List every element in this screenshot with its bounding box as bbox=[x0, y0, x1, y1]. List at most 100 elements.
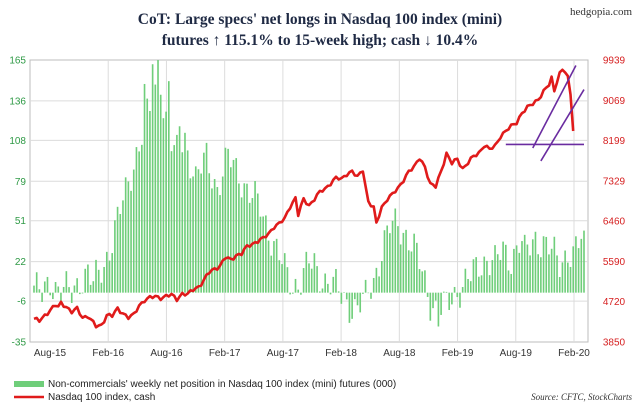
trend-lines bbox=[505, 65, 585, 162]
header: hedgopia.com CoT: Large specs' net longs… bbox=[138, 6, 633, 49]
left-tick-label: 79 bbox=[15, 177, 27, 188]
bar bbox=[572, 246, 575, 293]
bar bbox=[130, 190, 132, 293]
bar bbox=[459, 292, 461, 308]
bar bbox=[558, 277, 561, 293]
x-tick-label: Feb-18 bbox=[325, 348, 357, 359]
bar bbox=[154, 84, 157, 293]
bar bbox=[540, 257, 542, 293]
x-tick-label: Aug-19 bbox=[500, 348, 533, 359]
bar bbox=[262, 216, 264, 293]
bar bbox=[289, 292, 291, 295]
bar bbox=[464, 268, 467, 293]
right-tick-label: 4720 bbox=[603, 297, 626, 308]
bar bbox=[372, 277, 375, 293]
bar bbox=[84, 268, 87, 293]
bar bbox=[386, 225, 388, 293]
bar bbox=[178, 126, 181, 293]
bar bbox=[103, 266, 105, 293]
bar bbox=[486, 260, 488, 293]
bar bbox=[416, 242, 418, 293]
bar bbox=[297, 289, 300, 293]
plot-area: -35 -6 22 51 79 108 136 165 3850 4720 5590 6460 732… bbox=[9, 56, 625, 360]
channel-lower-line bbox=[540, 89, 585, 162]
bar bbox=[569, 266, 572, 293]
bar bbox=[407, 250, 410, 293]
bar bbox=[537, 254, 539, 293]
bar bbox=[95, 259, 97, 293]
bar bbox=[181, 152, 184, 293]
bar bbox=[62, 286, 65, 293]
bar bbox=[49, 292, 51, 296]
bar bbox=[499, 259, 502, 293]
bar bbox=[356, 292, 359, 306]
chart-title-line-1: CoT: Large specs' net longs in Nasdaq 10… bbox=[138, 11, 502, 28]
right-tick-label: 5590 bbox=[603, 257, 626, 268]
bar bbox=[583, 230, 585, 293]
bar bbox=[318, 291, 321, 293]
bar bbox=[33, 285, 35, 293]
bar bbox=[240, 197, 243, 293]
x-tick-label: Feb-20 bbox=[558, 348, 590, 359]
bar bbox=[211, 188, 213, 293]
bar bbox=[41, 292, 43, 303]
bar bbox=[135, 147, 138, 293]
left-tick-label: 51 bbox=[15, 216, 27, 227]
bar bbox=[383, 230, 386, 293]
bar bbox=[375, 267, 378, 293]
bar bbox=[364, 279, 367, 293]
right-tick-label: 3850 bbox=[603, 338, 626, 349]
bar bbox=[461, 287, 464, 293]
bar bbox=[60, 292, 62, 301]
bar bbox=[354, 292, 356, 300]
bar bbox=[488, 275, 491, 293]
bar bbox=[526, 244, 529, 293]
legend-label-line: Nasdaq 100 index, cash bbox=[48, 392, 155, 403]
bar bbox=[432, 292, 434, 309]
bar bbox=[529, 255, 531, 293]
bar bbox=[159, 94, 162, 293]
channel-upper-line bbox=[532, 65, 577, 149]
bar bbox=[46, 276, 49, 293]
bar bbox=[194, 166, 197, 293]
bar bbox=[259, 216, 262, 293]
bar bbox=[478, 276, 480, 293]
bar bbox=[410, 251, 413, 293]
bar bbox=[243, 183, 246, 293]
bar bbox=[79, 292, 81, 295]
bar bbox=[254, 180, 256, 293]
x-axis: Aug-15 Feb-16 Aug-16 Feb-17 Aug-17 Feb-18 Aug-… bbox=[34, 348, 590, 359]
bar bbox=[469, 281, 472, 293]
bar bbox=[491, 260, 494, 293]
bar bbox=[391, 220, 394, 293]
bar bbox=[270, 255, 273, 293]
bar bbox=[141, 144, 143, 293]
bar bbox=[567, 262, 569, 293]
bar bbox=[507, 270, 510, 293]
bar bbox=[278, 260, 281, 293]
bar bbox=[122, 200, 124, 293]
right-tick-label: 8199 bbox=[603, 136, 626, 147]
bar bbox=[105, 251, 108, 293]
left-axis: -35 -6 22 51 79 108 136 165 bbox=[9, 56, 26, 349]
bar bbox=[453, 286, 456, 293]
bar bbox=[505, 244, 507, 293]
bar bbox=[162, 118, 165, 293]
bar bbox=[475, 257, 477, 293]
left-tick-label: 22 bbox=[15, 257, 27, 268]
bar bbox=[494, 245, 496, 293]
bar bbox=[70, 292, 73, 303]
legend: Non-commercials' weekly net position in … bbox=[14, 379, 396, 403]
bar bbox=[286, 267, 289, 293]
bar bbox=[43, 281, 46, 293]
bar bbox=[429, 292, 432, 321]
x-tick-label: Aug-16 bbox=[150, 348, 183, 359]
bar bbox=[281, 264, 283, 293]
bar bbox=[97, 269, 100, 293]
bar bbox=[52, 292, 54, 300]
bar bbox=[230, 167, 232, 293]
bar bbox=[68, 287, 70, 293]
bar bbox=[548, 254, 550, 293]
left-tick-label: -35 bbox=[12, 338, 27, 349]
